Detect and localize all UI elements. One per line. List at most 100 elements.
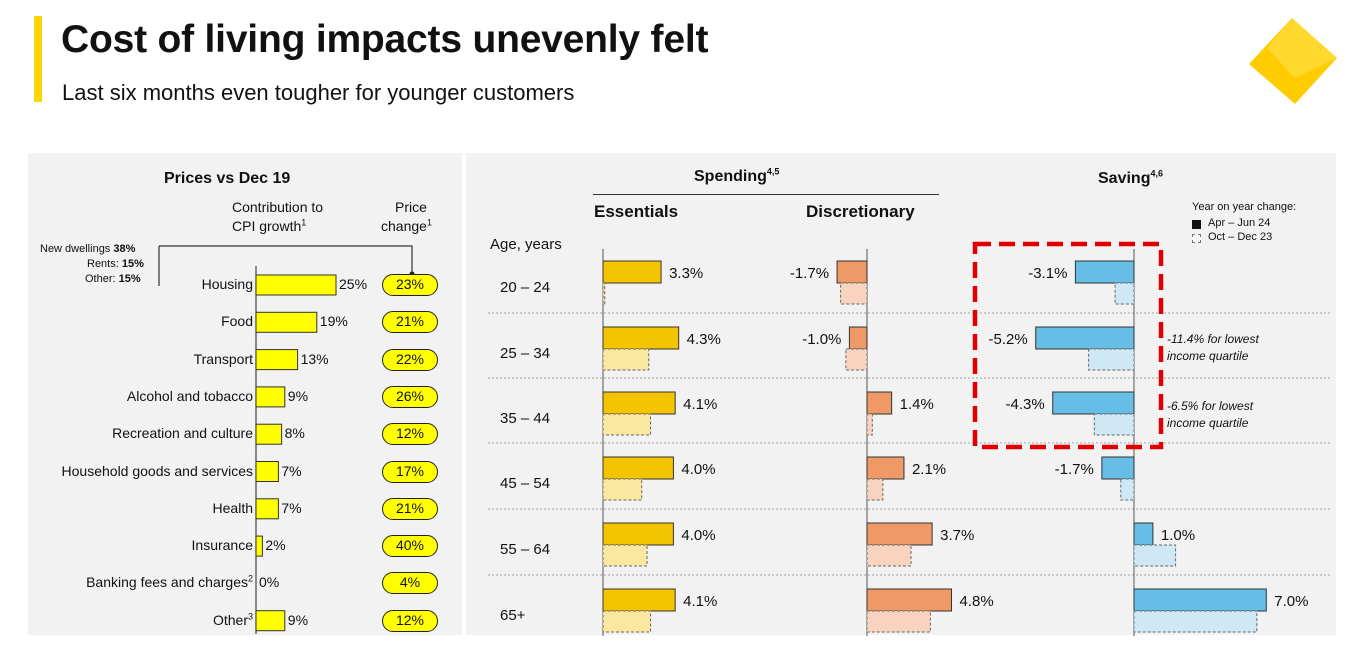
contribution-value-label: 0% [259,574,280,591]
essentials-value-label: 4.0% [681,527,715,544]
page-title: Cost of living impacts unevenly felt [61,18,709,61]
essentials-value-label: 4.3% [687,331,721,348]
discretionary-bar-current [866,391,893,415]
price-change-header-line1: Price [395,199,427,215]
discretionary-bar-prev [866,610,931,633]
essentials-bar-current [602,588,676,612]
contribution-bar [255,610,286,632]
contribution-value-label: 9% [287,387,309,404]
housing-breakdown-rents: Rents: 15% [87,258,144,270]
prices-category-label: Food [221,313,253,330]
discretionary-bar-current [866,456,905,480]
price-change-pill: 22% [382,348,438,371]
prices-category-label: Housing [201,276,253,292]
saving-bar-current [1052,391,1135,415]
discretionary-bar-prev [840,282,868,305]
essentials-bar-current [602,260,662,284]
saving-value-label: 7.0% [1274,593,1308,610]
price-change-pill: 21% [382,311,438,334]
price-change-pill: 4% [382,572,438,595]
contribution-value-label: 13% [300,350,329,367]
legend-prev-label: Oct – Dec 23 [1208,231,1273,243]
saving-bar-current [1133,588,1267,612]
discretionary-value-label: 2.1% [912,461,946,478]
essentials-value-label: 4.0% [681,461,715,478]
price-change-header-line2: change1 [381,217,432,234]
saving-bar-prev [1120,478,1135,501]
contribution-value-label: 7% [281,499,302,516]
discretionary-bar-prev [866,544,912,567]
contribution-value-label: 2% [265,537,286,554]
contribution-bar [255,274,337,296]
essentials-bar-prev [602,544,648,567]
discretionary-value-label: 3.7% [940,527,974,544]
discretionary-bar-current [848,326,868,350]
spending-title: Spending4,5 [694,166,780,185]
saving-title: Saving4,6 [1098,168,1163,187]
essentials-bar-current [602,391,676,415]
price-change-pill: 12% [382,609,438,632]
saving-bar-prev [1114,282,1135,305]
saving-bar-prev [1133,544,1177,567]
discretionary-bar-current [866,522,933,546]
discretionary-bar-current [866,588,952,612]
contribution-bar [255,349,299,371]
housing-breakdown-new-dwellings: New dwellings 38% [40,243,136,255]
saving-bar-current [1074,260,1135,284]
essentials-bar-prev [602,348,650,371]
prices-category-label: Health [212,499,253,516]
essentials-bar-prev [602,610,652,633]
contribution-bar [255,311,318,333]
essentials-value-label: 4.1% [683,396,717,413]
age-category-label: 45 – 54 [500,475,550,492]
saving-value-label: -3.1% [1028,265,1067,282]
essentials-bar-prev [602,282,606,305]
discretionary-value-label: -1.0% [802,331,841,348]
prices-category-label: Household goods and services [61,462,253,479]
essentials-value-label: 3.3% [669,265,703,282]
essentials-header: Essentials [594,202,679,221]
prices-panel-title: Prices vs Dec 19 [164,170,291,187]
essentials-bar-prev [602,478,643,501]
saving-bar-current [1101,456,1135,480]
contribution-bar [255,535,263,557]
discretionary-value-label: 1.4% [900,396,934,413]
essentials-bar-current [602,326,680,350]
saving-bar-current [1133,522,1154,546]
legend-current-label: Apr – Jun 24 [1208,217,1271,229]
saving-note-35-44: -6.5% for lowest income quartile [1167,399,1254,430]
contribution-value-label: 8% [284,425,305,442]
essentials-bar-prev [602,413,652,436]
age-axis-label: Age, years [490,236,562,253]
saving-bar-prev [1093,413,1135,436]
prices-category-label: Other3 [212,611,253,628]
title-accent-bar [34,16,42,102]
discretionary-bar-current [836,260,868,284]
price-change-pill: 21% [382,497,438,520]
essentials-bar-current [602,522,674,546]
discretionary-value-label: 4.8% [959,593,993,610]
price-change-pill: 26% [382,385,438,408]
contribution-header-line1: Contribution to [232,199,324,215]
contribution-bar [255,461,279,482]
essentials-value-label: 4.1% [683,593,717,610]
legend-title: Year on year change: [1192,201,1297,213]
contribution-value-label: 25% [339,276,368,292]
legend-prev-swatch [1192,234,1201,243]
legend-current-swatch [1192,220,1201,229]
age-category-label: 55 – 64 [500,541,550,558]
price-change-pill: 40% [382,535,438,558]
prices-category-label: Banking fees and charges2 [86,573,253,591]
contribution-header-line2: CPI growth1 [232,217,307,234]
discretionary-bar-prev [845,348,868,371]
discretionary-bar-prev [866,413,873,436]
saving-note-25-34: -11.4% for lowest income quartile [1167,332,1259,363]
prices-category-label: Transport [193,350,253,367]
contribution-bar [255,423,283,445]
discretionary-header: Discretionary [806,202,915,221]
age-category-label: 25 – 34 [500,345,550,362]
discretionary-value-label: -1.7% [790,265,829,282]
price-change-pill: 17% [382,460,438,483]
